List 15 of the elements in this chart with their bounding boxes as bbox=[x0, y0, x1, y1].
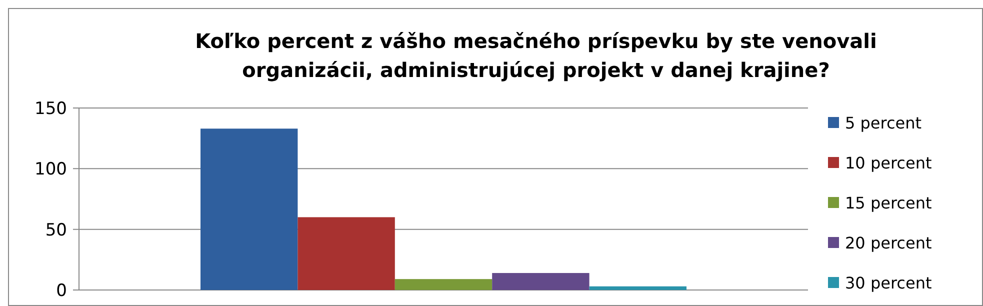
legend-label: 5 percent bbox=[845, 114, 922, 133]
legend-label: 10 percent bbox=[845, 154, 932, 173]
bar bbox=[394, 279, 492, 290]
y-tick-label: 150 bbox=[34, 98, 67, 119]
bar bbox=[492, 273, 590, 290]
chart-title: Koľko percent z vášho mesačného príspevku by ste venovali organizácii, administrujúcej projekt v danej krajine? bbox=[195, 29, 877, 82]
bar bbox=[298, 217, 395, 290]
y-tick-label: 100 bbox=[34, 160, 67, 180]
legend-label: 20 percent bbox=[845, 234, 932, 253]
legend-label: 15 percent bbox=[845, 194, 932, 213]
legend-label: 30 percent bbox=[845, 274, 932, 293]
y-tick-label: 50 bbox=[45, 220, 67, 240]
bar bbox=[589, 286, 686, 290]
y-tick-label: 0 bbox=[56, 280, 67, 301]
bar bbox=[200, 128, 298, 290]
